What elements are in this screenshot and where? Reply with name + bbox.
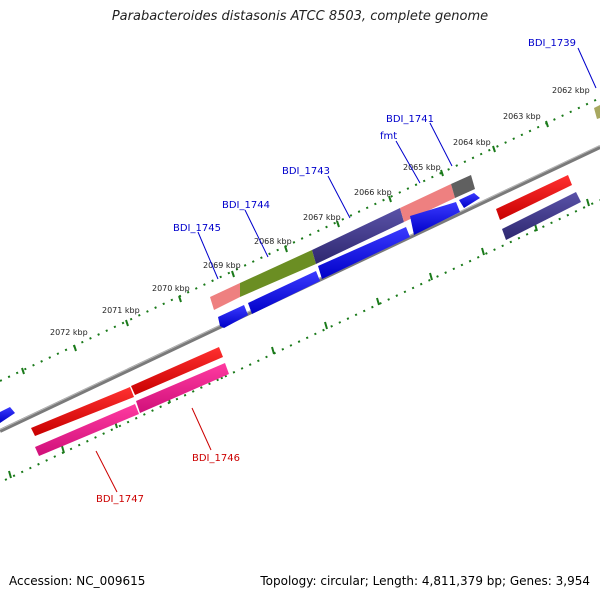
outer-scale-tick [545, 120, 549, 128]
outer-scale-tick [21, 367, 25, 375]
scale-label: 2066 kbp [354, 188, 392, 197]
outer-scale-tick [440, 169, 444, 177]
label-leaders [95, 47, 597, 493]
cds-arrow-red[interactable] [31, 387, 134, 436]
cds-arrow-blue[interactable] [218, 305, 248, 328]
scale-label: 2064 kbp [453, 138, 491, 147]
cds-arrow-blue[interactable] [248, 271, 320, 314]
inner-scale-tick [271, 346, 275, 355]
scale-label: 2069 kbp [203, 261, 241, 270]
outer-scale-ticks [21, 120, 549, 375]
outer-scale-tick [284, 245, 288, 253]
leader-bdi-1743 [327, 175, 351, 219]
accession-text: Accession: NC_009615 [9, 574, 146, 588]
inner-scale-tick [586, 198, 590, 207]
outer-scale-tick [125, 319, 129, 327]
gene-label-bdi-1745[interactable]: BDI_1745 [173, 223, 221, 234]
gene-label-bdi-1741[interactable]: BDI_1741 [386, 114, 434, 125]
inner-scale-tick [8, 470, 12, 479]
gene-label-bdi-1747[interactable]: BDI_1747 [96, 494, 144, 505]
gene-label-bdi-1746[interactable]: BDI_1746 [192, 453, 240, 464]
cds-arrow-blue[interactable] [318, 227, 410, 279]
cds-arrow-blue[interactable] [0, 407, 15, 423]
cds-arrow-red[interactable] [131, 347, 223, 395]
gene-label-bdi-1739[interactable]: BDI_1739 [528, 38, 576, 49]
map-title: Parabacteroides distasonis ATCC 8503, co… [111, 9, 489, 24]
inner-scale-tick [481, 247, 485, 256]
scale-label: 2063 kbp [503, 112, 541, 121]
outer-scale-tick [178, 295, 182, 303]
cds-arrow-purple[interactable] [502, 192, 581, 240]
gene-bdi-1739-band[interactable] [594, 105, 600, 119]
inner-scale-ring [4, 199, 600, 481]
inner-scale-tick [429, 272, 433, 281]
scale-label: 2062 kbp [552, 86, 590, 95]
leader-bdi-1739 [577, 47, 597, 89]
cds-arrow-red[interactable] [496, 175, 572, 220]
gene-bdi-1743-band[interactable] [312, 208, 404, 264]
inner-scale-tick [61, 445, 65, 454]
gene-bdi-1741-band[interactable] [451, 175, 475, 198]
genome-stats-text: Topology: circular; Length: 4,811,379 bp… [260, 574, 590, 588]
outer-scale-tick [492, 145, 496, 153]
leader-bdi-1741 [429, 122, 453, 167]
gene-label-bdi-1743[interactable]: BDI_1743 [282, 166, 330, 177]
cds-arrow-blue[interactable] [459, 193, 480, 208]
outer-scale-tick [73, 344, 77, 352]
scale-label: 2065 kbp [403, 163, 441, 172]
outer-scale-ring [0, 97, 600, 382]
gene-bdi-1745-band[interactable] [210, 283, 240, 310]
leader-fmt [395, 140, 421, 184]
inner-scale-tick [376, 297, 380, 306]
gene-bdi-1747[interactable] [35, 404, 139, 456]
gene-label-fmt[interactable]: fmt [380, 131, 397, 142]
gene-label-bdi-1744[interactable]: BDI_1744 [222, 200, 270, 211]
outer-scale-tick [388, 195, 392, 203]
scale-label: 2067 kbp [303, 213, 341, 222]
gene-bdi-1744-band[interactable] [240, 250, 316, 297]
scale-label: 2072 kbp [50, 328, 88, 337]
scale-label: 2071 kbp [102, 306, 140, 315]
inner-scale-tick [534, 223, 538, 232]
gene-bdi-1746[interactable] [136, 363, 229, 413]
cds-arrow-blue[interactable] [410, 202, 460, 235]
inner-scale-tick [324, 321, 328, 330]
inner-scale-ticks [8, 198, 590, 479]
gene-fmt-band[interactable] [400, 184, 455, 222]
leader-bdi-1747 [95, 450, 118, 493]
outer-scale-tick [336, 220, 340, 228]
leader-bdi-1746 [191, 407, 212, 451]
scale-label: 2068 kbp [254, 237, 292, 246]
leader-bdi-1744 [244, 209, 269, 258]
outer-scale-tick [231, 270, 235, 278]
scale-label: 2070 kbp [152, 284, 190, 293]
leader-bdi-1745 [197, 231, 219, 280]
